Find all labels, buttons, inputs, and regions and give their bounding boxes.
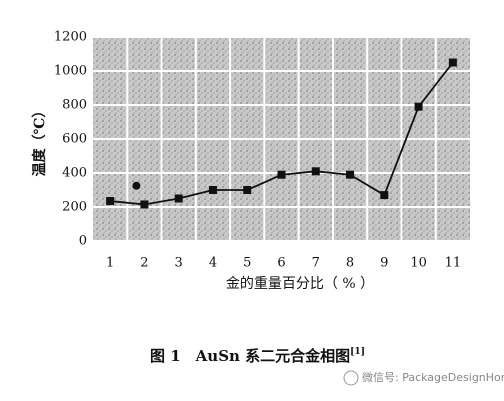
- y-tick-label: 800: [62, 98, 87, 113]
- y-tick-label: 0: [79, 234, 87, 249]
- caption-ref: [1]: [350, 347, 365, 357]
- x-tick-label: 9: [380, 256, 388, 271]
- marker: [243, 186, 252, 194]
- marker: [380, 191, 389, 200]
- marker: [208, 186, 217, 194]
- marker: [414, 102, 423, 111]
- marker: [346, 170, 355, 179]
- caption-text: 图 1 AuSn 系二元合金相图: [150, 347, 350, 365]
- marker: [106, 197, 115, 206]
- y-tick-label: 200: [62, 200, 87, 215]
- x-tick-label: 8: [346, 256, 354, 271]
- x-tick-label: 10: [410, 256, 427, 271]
- x-tick-label: 5: [243, 256, 251, 271]
- x-tick-label: 3: [175, 256, 183, 271]
- marker: [448, 58, 457, 67]
- caption: 图 1 AuSn 系二元合金相图[1]: [150, 347, 365, 366]
- x-tick-label: 4: [209, 256, 217, 271]
- x-tick-label: 1: [106, 256, 114, 271]
- watermark-text: 微信号: PackageDesignHome: [362, 370, 504, 384]
- marker: [311, 167, 320, 176]
- y-tick-label: 600: [62, 132, 87, 147]
- y-tick-label: 1000: [54, 64, 87, 79]
- y-tick-label: 400: [62, 166, 87, 181]
- x-tick-label: 11: [445, 256, 462, 271]
- marker: [174, 194, 183, 203]
- y-axis-label: 温度（℃）: [31, 104, 48, 177]
- watermark: 微信号: PackageDesignHome: [343, 370, 504, 386]
- x-tick-label: 7: [312, 256, 320, 271]
- y-tick-label: 1200: [54, 30, 87, 45]
- marker: [277, 170, 286, 179]
- marker: [140, 200, 149, 209]
- watermark-icon: [343, 370, 359, 386]
- marker: [132, 181, 141, 190]
- x-tick-label: 2: [140, 256, 148, 271]
- x-axis-label: 金的重量百分比（ % ）: [226, 276, 374, 292]
- x-tick-label: 6: [277, 256, 285, 271]
